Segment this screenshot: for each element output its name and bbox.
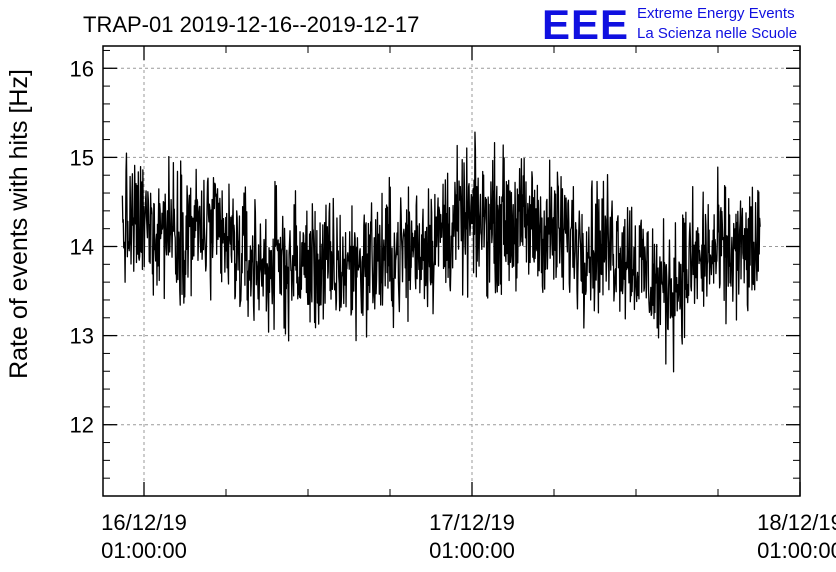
y-axis-label: Rate of events with hits [Hz] <box>5 69 33 379</box>
logo: EEE Extreme Energy Events La Scienza nel… <box>542 1 797 48</box>
x-tick-label-time: 01:00:00 <box>757 538 836 563</box>
y-tick-label: 14 <box>70 234 94 259</box>
x-tick-label-date: 17/12/19 <box>429 510 515 535</box>
series-line <box>121 131 761 373</box>
logo-line2: La Scienza nelle Scuole <box>637 25 797 42</box>
y-tick-label: 13 <box>70 324 94 349</box>
x-tick-labels: 16/12/19 01:00:00 17/12/19 01:00:00 18/12/19… <box>101 510 836 563</box>
y-tick-label: 16 <box>70 56 94 81</box>
plot-frame <box>102 45 801 497</box>
y-tick-labels: 12 13 14 15 16 <box>70 56 94 437</box>
x-tick-label-date: 18/12/19 <box>757 510 836 535</box>
axis-ticks <box>103 46 801 497</box>
logo-line1: Extreme Energy Events <box>637 5 795 22</box>
y-tick-label: 12 <box>70 413 94 438</box>
chart-title: TRAP-01 2019-12-16--2019-12-17 <box>83 12 419 37</box>
x-tick-label-time: 01:00:00 <box>429 538 515 563</box>
logo-mark: EEE <box>542 1 629 48</box>
x-tick-label-date: 16/12/19 <box>101 510 187 535</box>
x-tick-label-time: 01:00:00 <box>101 538 187 563</box>
y-tick-label: 15 <box>70 145 94 170</box>
